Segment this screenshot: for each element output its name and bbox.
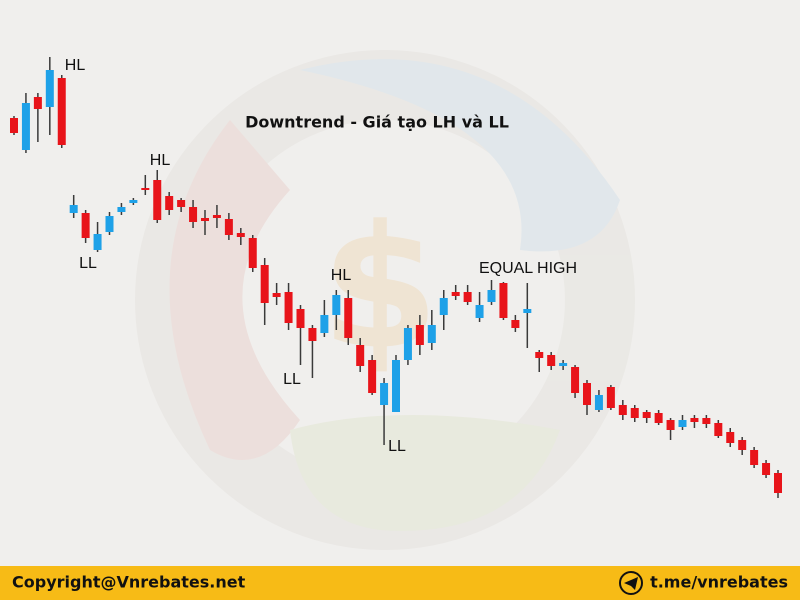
candle-body [57,78,66,145]
candle-body [583,383,591,405]
candle-body [690,418,699,422]
candle-body [439,298,448,315]
candle-body [487,290,496,302]
candle-body [129,200,138,203]
candle-body [642,412,651,418]
candle-body [81,213,90,238]
candle-body [212,215,221,218]
annotation: LL [283,371,301,388]
candle-body [618,405,627,415]
candle-body [451,292,460,296]
candle-body [45,70,54,107]
candle-body [380,383,389,405]
candle-body [320,315,329,333]
candle-body [284,292,293,323]
candle-body [69,205,78,213]
candle-body [21,103,30,150]
candle-body [666,420,675,430]
candle-body [356,345,365,366]
candle-body [93,234,102,250]
candle-body [427,325,436,343]
candle-body [296,309,305,328]
annotation: HL [331,267,352,284]
annotation: HL [150,152,171,169]
candle-body [774,473,782,493]
candle-body [177,200,186,207]
telegram-plane [624,577,638,590]
chart-title: Downtrend - Giá tạo LH và LL [245,113,509,132]
footer-right: t.me/vnrebates [650,573,788,592]
candle-body [762,463,771,475]
candle-body [308,328,317,341]
watermark-arc [169,120,300,460]
candle-body [714,423,723,436]
candle-body [415,325,424,345]
watermark-arc [300,59,620,252]
candle-body [571,367,580,393]
candle-body [260,265,269,303]
candle-body [559,363,568,366]
candle-body [392,360,400,412]
annotation: EQUAL HIGH [479,260,577,277]
annotation: HL [65,57,86,74]
candle-body [33,97,42,109]
candle-body [702,418,711,424]
candle-body [153,180,162,220]
footer-bar [0,566,800,600]
telegram-icon [619,571,643,595]
candle-body [368,360,377,393]
candle-body [630,408,639,418]
candle-body [678,420,687,427]
candle-body [606,387,615,408]
watermark-arc [290,415,560,531]
annotation: LL [388,438,406,455]
footer-left: Copyright@Vnrebates.net [12,573,246,592]
candle-body [499,283,508,318]
candle-body [523,309,532,313]
candle-body [750,450,759,465]
candle-body [654,413,663,423]
candle-body [10,118,18,133]
candle-body [594,395,603,410]
candle-body [547,355,556,366]
candle-body [201,218,209,221]
candle-body [141,188,150,190]
candle-body [475,305,484,318]
candle-body [117,207,126,212]
annotation: LL [79,255,97,272]
candle-body [105,216,114,232]
watermark-symbol: $ [321,189,439,387]
candle-body [224,219,233,235]
candle-body [332,295,341,315]
candle-body [236,233,245,237]
candle-body [403,328,412,360]
watermark: $ [135,50,635,550]
candle-body [272,293,281,297]
candle-body [535,352,544,358]
candle-body [248,238,257,268]
candle-body [165,196,174,210]
candle-body [738,440,747,450]
candle-body [511,320,520,328]
candle-body [726,432,735,443]
candle-body [344,298,353,338]
candle-body [189,207,198,222]
candle-body [463,292,472,302]
